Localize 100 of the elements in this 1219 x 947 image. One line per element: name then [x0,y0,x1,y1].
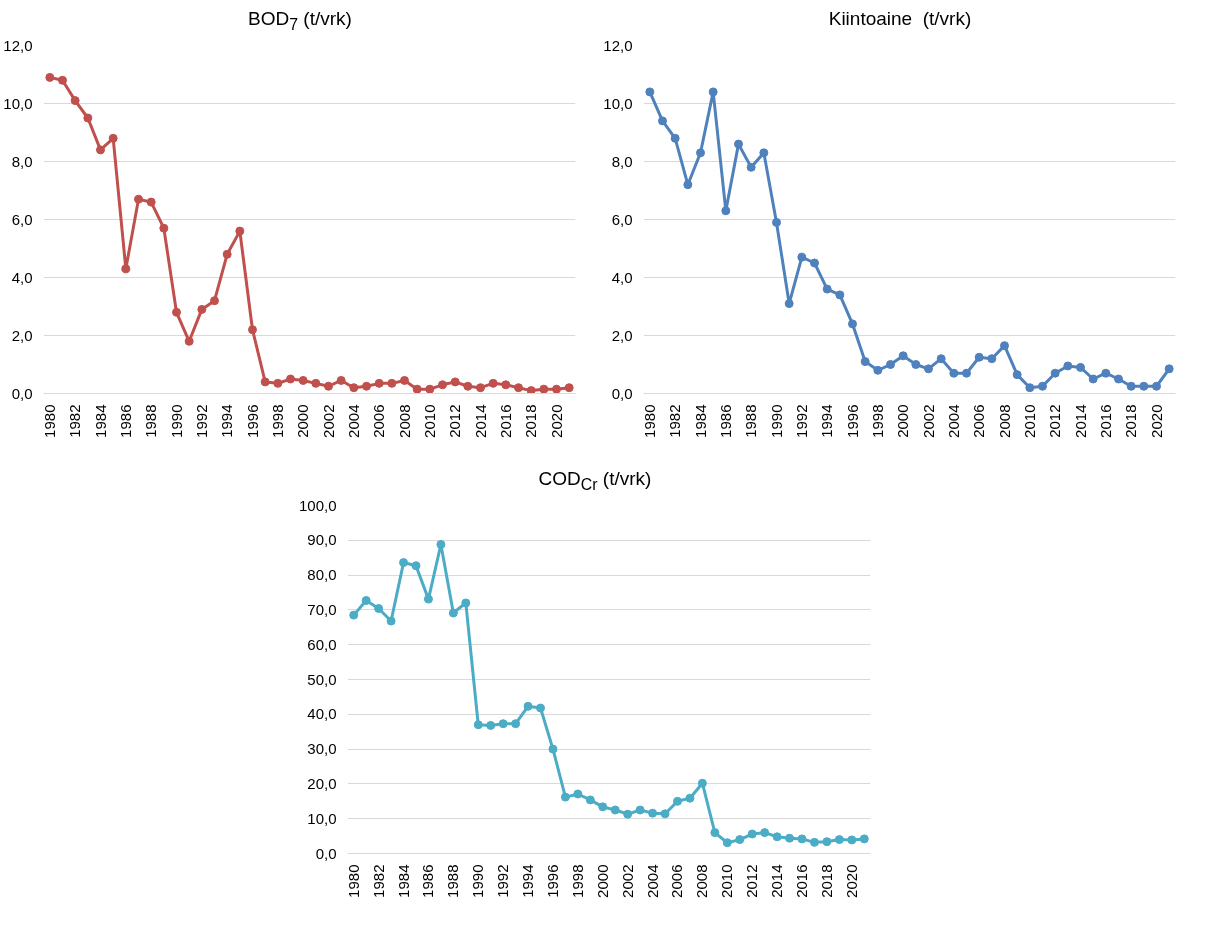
point [658,116,667,126]
point [96,145,105,155]
x-tick-label: 2008 [395,404,413,438]
y-tick-label: 0,0 [611,384,633,402]
x-tick-label: 2008 [995,404,1013,438]
x-tick-label: 2018 [1122,404,1140,438]
point [1152,381,1161,391]
x-tick-label: 1986 [716,404,734,438]
x-tick-label: 1990 [767,404,785,438]
point [696,148,705,158]
x-tick-label: 2020 [547,404,565,438]
point [797,834,807,844]
point [362,381,371,391]
y-tick-label: 8,0 [611,152,633,170]
chart-title: COD$_{Cr}$ (t/vrk) [538,467,652,495]
x-tick-label: 2016 [793,864,811,898]
x-tick-label: 1988 [444,864,462,898]
point [822,284,832,294]
point [386,616,396,626]
point [710,828,720,838]
x-tick-label: 1986 [419,864,437,898]
x-tick-label: 1998 [268,404,286,438]
point [374,378,384,388]
point [1164,364,1174,374]
point [349,610,359,620]
point [683,180,693,190]
point [672,796,682,806]
point [873,365,883,375]
x-tick-label: 2012 [446,404,464,438]
point [759,148,769,158]
y-tick-label: 8,0 [11,152,33,170]
point [425,384,435,394]
point [286,374,295,384]
point [463,381,473,391]
x-tick-label: 2020 [1147,404,1165,438]
point [660,809,670,819]
point [473,720,483,730]
point [70,96,80,106]
point [564,383,574,393]
point [746,162,756,172]
x-tick-label: 2010 [718,864,736,898]
y-tick-label: 12,0 [603,36,633,54]
point [772,217,781,227]
point [760,828,770,838]
point [560,792,570,802]
x-tick-label: 1982 [369,864,387,898]
y-tick-label: 2,0 [611,326,633,344]
point [374,604,384,613]
point [222,249,232,259]
point [848,319,857,329]
x-tick-label: 2012 [1046,404,1064,438]
point [685,793,695,803]
x-tick-label: 1980 [344,864,362,898]
point [936,354,946,364]
point [438,380,447,390]
x-tick-label: 1984 [691,404,709,438]
x-tick-label: 1992 [192,404,210,438]
x-tick-label: 1986 [116,404,134,438]
point [411,561,421,571]
point [552,384,561,394]
point [121,264,131,274]
point [822,837,832,847]
x-tick-label: 1980 [640,404,658,438]
y-tick-label: 10,0 [307,809,337,827]
y-tick-label: 30,0 [307,740,337,758]
point [859,834,869,844]
point [511,719,521,729]
x-tick-label: 1994 [818,404,836,438]
point [670,133,680,143]
point [810,258,819,268]
x-tick-label: 1994 [519,864,537,898]
y-tick-label: 100,0 [298,496,337,514]
x-tick-label: 1998 [568,864,586,898]
x-tick-label: 2006 [970,404,988,438]
x-tick-label: 2004 [643,864,661,898]
point [834,835,844,845]
point [847,835,857,845]
point [645,87,655,97]
point [399,558,409,568]
x-tick-label: 1984 [394,864,412,898]
y-tick-label: 70,0 [307,600,337,618]
point [1000,341,1009,351]
x-tick-label: 1990 [167,404,185,438]
point [387,378,397,388]
point [949,368,959,378]
y-tick-label: 90,0 [307,531,337,549]
x-tick-label: 2018 [817,864,835,898]
y-tick-label: 0,0 [315,844,337,862]
x-tick-label: 2020 [842,864,860,898]
point [45,72,55,82]
point [298,375,308,385]
point [1076,362,1085,372]
x-tick-label: 2016 [1096,404,1114,438]
x-tick-label: 2008 [693,864,711,898]
point [539,384,549,394]
point [772,832,782,842]
point [962,368,971,378]
y-tick-label: 10,0 [3,94,33,112]
x-tick-label: 1988 [742,404,760,438]
x-tick-label: 2004 [944,404,962,438]
